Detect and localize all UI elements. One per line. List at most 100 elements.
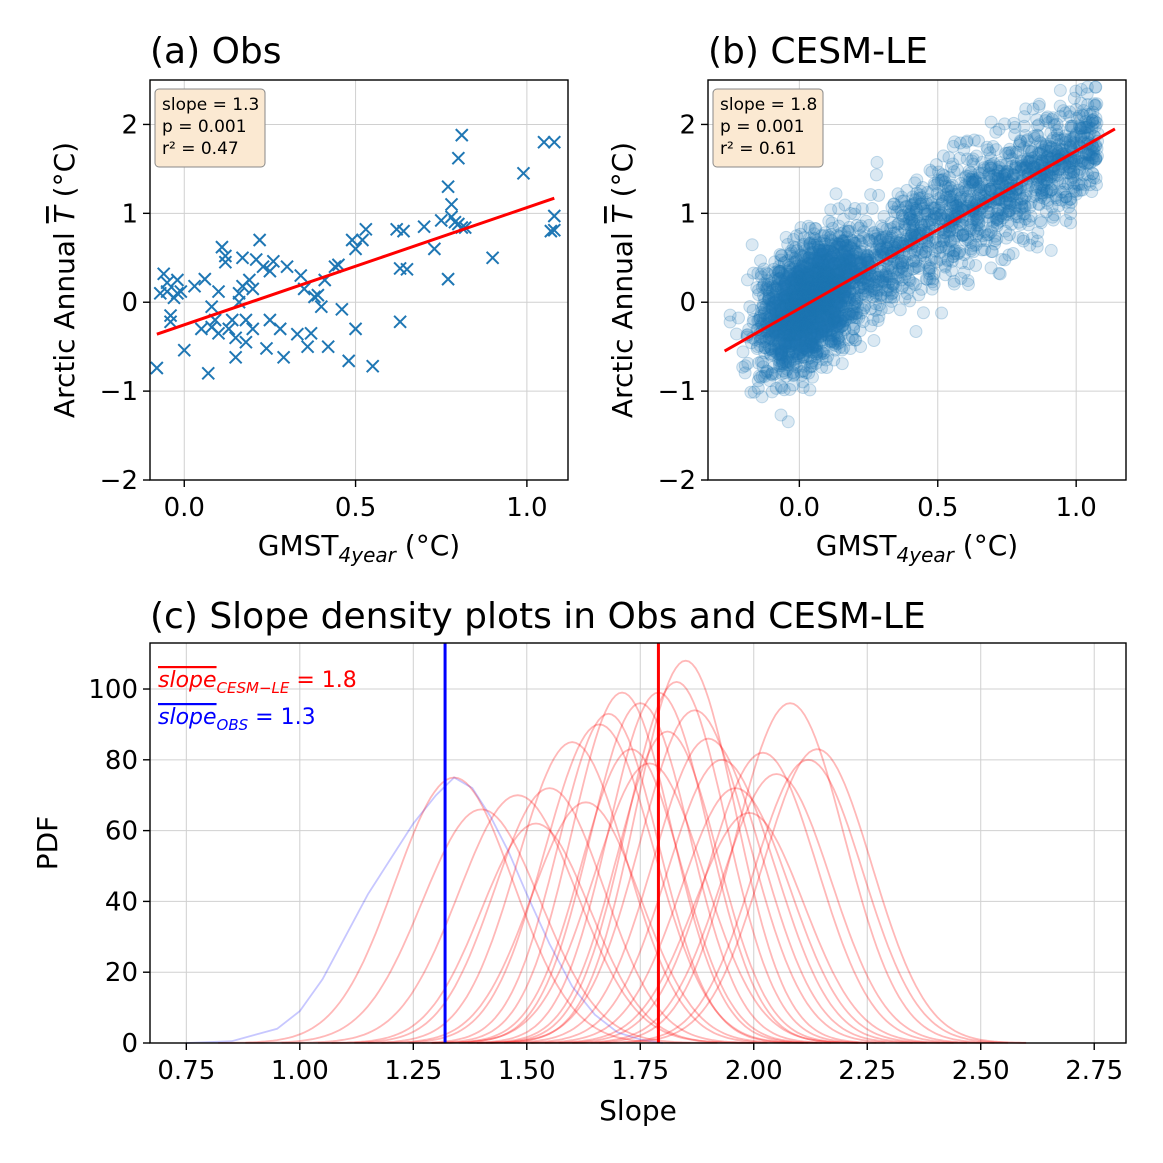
cesm-point: [762, 286, 776, 300]
cesm-point: [1008, 198, 1022, 212]
cesm-point: [790, 282, 804, 296]
cesm-point: [904, 210, 918, 224]
obs-point: [218, 255, 233, 269]
cesm-point: [1016, 234, 1030, 248]
cesm-point: [882, 275, 896, 289]
cesm-point: [817, 229, 831, 243]
cesm-point: [765, 283, 779, 297]
cesm-point: [916, 197, 930, 211]
cesm-point: [900, 229, 914, 243]
cesm-point: [788, 256, 802, 270]
cesm-point: [914, 217, 928, 231]
cesm-point: [831, 267, 845, 281]
cesm-point: [796, 364, 810, 378]
cesm-point: [824, 301, 838, 315]
cesm-point: [856, 303, 870, 317]
cesm-point: [797, 308, 811, 322]
obs-point: [194, 322, 209, 336]
cesm-point: [811, 261, 825, 275]
cesm-point: [805, 257, 819, 271]
cesm-point: [937, 234, 951, 248]
cesm-point: [805, 359, 819, 373]
cesm-point: [755, 390, 769, 404]
cesm-point: [808, 279, 822, 293]
cesm-point: [803, 282, 817, 296]
cesm-point: [1026, 102, 1040, 116]
cesm-point: [873, 240, 887, 254]
cesm-point: [832, 288, 846, 302]
cesm-point: [784, 244, 798, 258]
cesm-point: [812, 315, 826, 329]
cesm-point: [813, 265, 827, 279]
cesm-point: [1069, 102, 1083, 116]
cesm-point: [799, 318, 813, 332]
cesm-point: [817, 275, 831, 289]
cesm-point: [809, 347, 823, 361]
cesm-point: [777, 329, 791, 343]
cesm-point: [788, 333, 802, 347]
cesm-point: [1032, 198, 1046, 212]
cesm-point: [791, 267, 805, 281]
y-tick-label: −2: [658, 466, 696, 496]
cesm-point: [790, 265, 804, 279]
cesm-point: [970, 183, 984, 197]
cesm-point: [1014, 217, 1028, 231]
cesm-point: [873, 234, 887, 248]
cesm-point: [991, 203, 1005, 217]
cesm-point: [1064, 173, 1078, 187]
panel-c-x-label: Slope: [599, 1094, 677, 1127]
cesm-point: [854, 229, 868, 243]
cesm-point: [768, 344, 782, 358]
cesm-point: [774, 348, 788, 362]
cesm-point: [1022, 214, 1036, 228]
cesm-point: [997, 168, 1011, 182]
cesm-point: [1030, 240, 1044, 254]
cesm-point: [799, 326, 813, 340]
cesm-point: [1086, 151, 1100, 165]
cesm-point: [926, 201, 940, 215]
cesm-point: [983, 182, 997, 196]
cesm-point: [794, 274, 808, 288]
cesm-point: [795, 320, 809, 334]
cesm-point: [787, 232, 801, 246]
cesm-point: [1051, 168, 1065, 182]
cesm-point: [805, 258, 819, 272]
cesm-point: [964, 244, 978, 258]
cesm-point: [805, 318, 819, 332]
cesm-point: [995, 253, 1009, 267]
cesm-point: [1067, 165, 1081, 179]
cesm-point: [783, 291, 797, 305]
cesm-point: [809, 280, 823, 294]
cesm-point: [903, 218, 917, 232]
cesm-point: [810, 345, 824, 359]
cesm-point: [987, 168, 1001, 182]
y-tick-label: 0: [121, 1029, 138, 1059]
cesm-point: [828, 306, 842, 320]
cesm-point: [766, 333, 780, 347]
cesm-point: [848, 297, 862, 311]
cesm-point: [959, 192, 973, 206]
cesm-point: [835, 319, 849, 333]
cesm-point: [836, 256, 850, 270]
cesm-point: [797, 248, 811, 262]
cesm-point: [773, 348, 787, 362]
cesm-point: [876, 275, 890, 289]
cesm-point: [982, 159, 996, 173]
cesm-point: [864, 188, 878, 202]
cesm-point: [822, 272, 836, 286]
cesm-point: [893, 303, 907, 317]
x-tick-label: 0.5: [917, 493, 958, 523]
cesm-point: [795, 263, 809, 277]
cesm-point: [866, 227, 880, 241]
cesm-point: [730, 327, 744, 341]
cesm-point: [969, 238, 983, 252]
cesm-point: [956, 228, 970, 242]
cesm-point: [788, 344, 802, 358]
cesm-point: [849, 307, 863, 321]
y-tick-label: −1: [658, 377, 696, 407]
cesm-point: [824, 271, 838, 285]
cesm-point: [933, 252, 947, 266]
cesm-point: [906, 262, 920, 276]
cesm-point: [805, 282, 819, 296]
cesm-point: [812, 319, 826, 333]
